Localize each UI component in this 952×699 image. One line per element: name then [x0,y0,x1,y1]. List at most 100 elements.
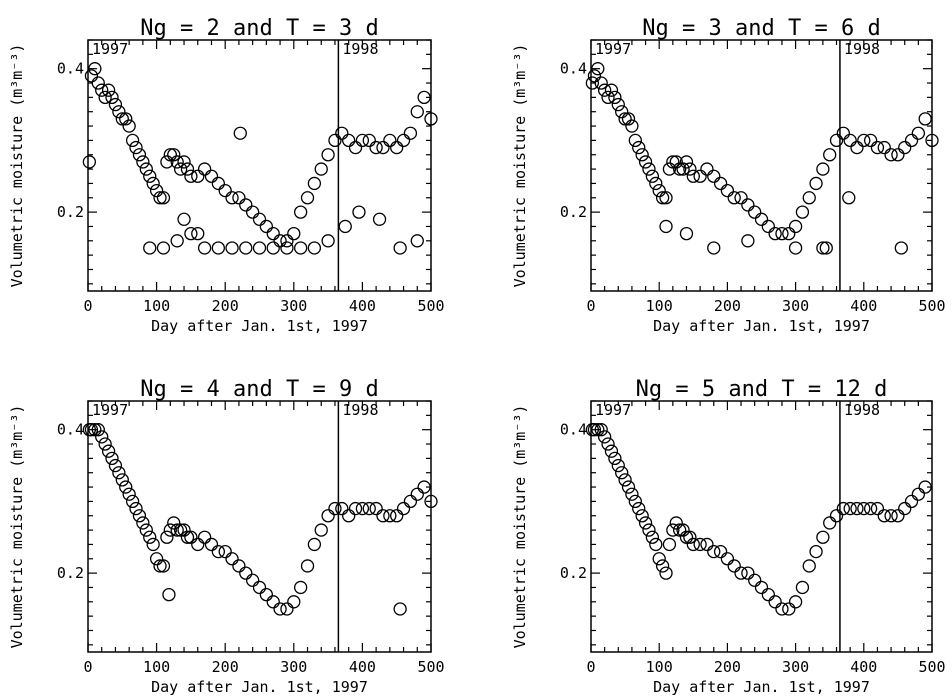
x-tick-label: 500 [918,297,945,315]
data-point [863,501,878,516]
chart-title: Ng = 5 and T = 12 d [636,377,888,402]
data-point [904,133,919,148]
data-point [328,501,342,516]
data-point [287,595,301,609]
y-tick-label: 0.4 [560,421,587,439]
data-point [173,162,188,176]
data-point [132,509,147,523]
y-axis-label: Volumetric moisture (m³m⁻³) [511,44,529,288]
data-point [918,480,932,494]
data-point [355,501,370,516]
data-point [734,566,748,580]
data-point [857,501,871,516]
data-point [693,169,707,183]
data-point [761,587,775,602]
data-point [802,559,816,573]
data-point [245,573,260,587]
data-point [700,162,714,176]
data-point [396,133,411,148]
x-tick-label: 300 [782,297,809,315]
data-point [119,112,133,126]
data-point [239,566,253,580]
data-point [645,530,660,544]
data-point [601,90,615,105]
data-point [884,148,898,162]
data-point [748,205,762,219]
data-point [167,516,181,530]
x-tick-label: 500 [417,297,444,315]
data-point [321,234,335,248]
y-tick-label: 0.2 [560,564,587,582]
data-point [136,516,150,530]
data-point [180,530,195,544]
data-point [591,62,605,76]
data-point [167,148,181,162]
y-axis-label: Volumetric moisture (m³m⁻³) [8,405,26,649]
data-point [403,126,418,140]
data-point [768,226,782,241]
series [82,62,438,255]
data-point [294,580,308,595]
data-point [666,155,680,169]
data-point [417,90,431,105]
data-point [597,430,612,444]
data-point [180,162,195,176]
data-point [204,169,219,183]
data-point [122,487,136,501]
data-point [659,191,673,205]
data-point [761,219,775,234]
data-point [218,183,232,198]
y-tick-label: 0.2 [57,564,84,582]
data-point [652,552,666,566]
data-point [594,423,608,437]
x-tick-label: 100 [143,297,170,315]
x-tick-label: 200 [212,658,239,676]
data-point [280,241,294,255]
data-point [877,140,891,155]
data-point [604,444,619,458]
data-point [585,76,600,90]
data-point [112,105,126,119]
data-point [662,537,677,552]
year-label: 1998 [844,401,880,419]
data-point [191,169,205,183]
data-point [587,423,602,437]
data-point [197,241,212,255]
data-point [125,133,140,148]
data-point [95,430,109,444]
data-point [98,90,112,105]
data-point [252,212,267,226]
data-point [591,423,605,437]
data-point [239,198,253,212]
data-point [829,509,844,523]
series [585,423,932,616]
data-point [669,516,683,530]
data-point [105,451,119,466]
data-point [335,501,349,516]
data-point [232,559,246,573]
data-point [225,241,239,255]
plot-frame [87,39,432,292]
data-point [390,509,404,523]
data-point [707,544,721,559]
data-point [877,509,891,523]
data-point [143,169,157,183]
data-point [369,501,383,516]
year-label: 1998 [342,40,378,58]
data-point [700,537,714,552]
data-point [659,219,673,234]
data-point [153,191,167,205]
data-point [177,155,191,169]
data-point [788,241,803,255]
data-point [911,487,926,501]
x-tick-label: 500 [918,658,945,676]
data-point [686,169,700,183]
y-tick-label: 0.4 [560,60,587,78]
data-point [676,523,690,537]
data-point [338,219,352,234]
data-point [850,501,864,516]
chart-title: Ng = 2 and T = 3 d [140,16,378,41]
